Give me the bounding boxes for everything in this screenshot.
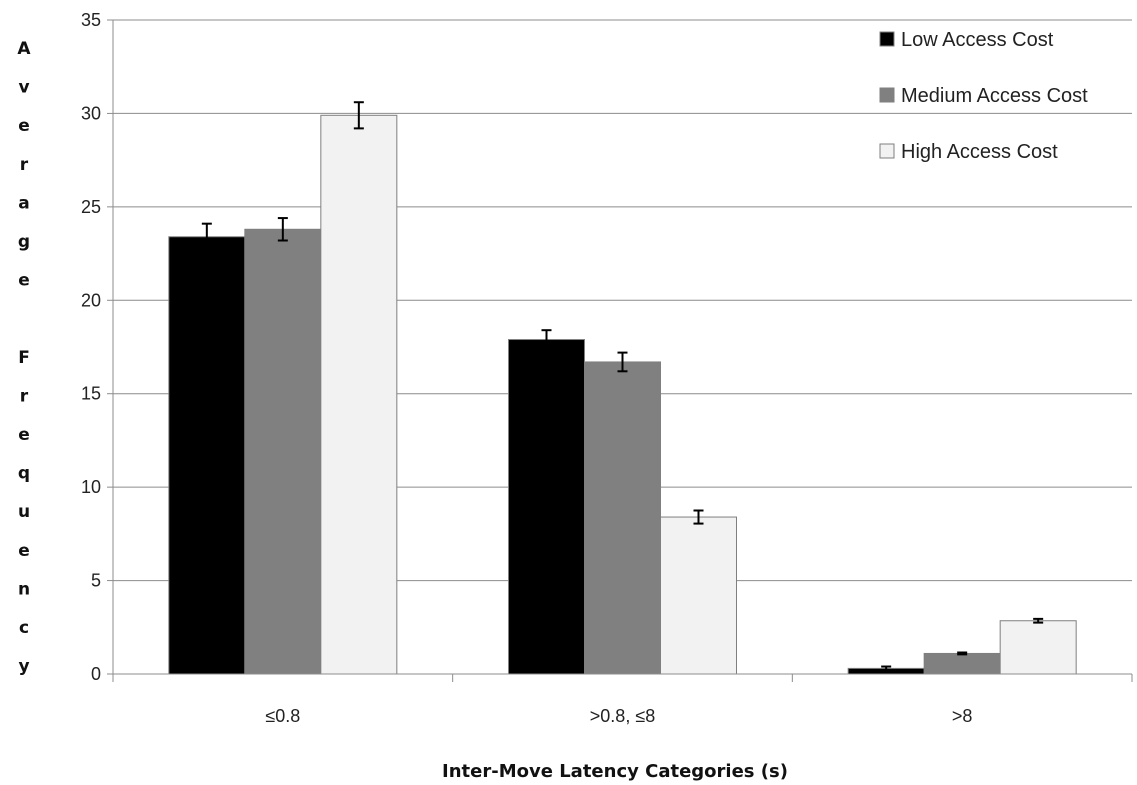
y-axis-title-letter: q [18, 464, 30, 484]
x-tick-label: >0.8, ≤8 [590, 706, 655, 726]
legend-item: Medium Access Cost [879, 85, 1088, 107]
legend-item: Low Access Cost [879, 29, 1054, 51]
y-axis-title-letter: u [18, 502, 30, 522]
y-axis-title-letter: a [18, 193, 29, 213]
error-bar [617, 351, 628, 373]
bars [168, 114, 1077, 675]
error-bar [693, 509, 704, 525]
y-axis-title-letter: e [18, 271, 30, 291]
y-tick-label: 5 [91, 571, 101, 591]
bar [584, 361, 661, 675]
y-axis-title-letter: r [20, 155, 29, 175]
bar [244, 228, 322, 675]
y-tick-label: 30 [81, 103, 101, 123]
y-tick-label: 10 [81, 477, 101, 497]
legend-swatch [879, 87, 895, 103]
y-axis-title-letter: y [18, 657, 29, 677]
error-bar [277, 217, 288, 242]
error-bar [957, 651, 968, 656]
legend-item: High Access Cost [879, 141, 1058, 163]
y-axis-title-letter: g [18, 232, 30, 252]
legend-swatch [879, 143, 895, 159]
y-axis-title-letter: c [19, 618, 29, 638]
y-axis-title-letter: r [20, 386, 29, 406]
y-axis-title-letter: e [18, 425, 30, 445]
axes [107, 19, 1133, 682]
x-tick-label: >8 [952, 706, 973, 726]
legend-label: High Access Cost [901, 141, 1058, 163]
y-tick-label: 35 [81, 10, 101, 30]
error-bar [1033, 617, 1044, 624]
y-tick-label: 15 [81, 384, 101, 404]
y-tick-label: 0 [91, 664, 101, 684]
y-tick-label: 25 [81, 197, 101, 217]
legend-swatch [879, 31, 895, 47]
y-tick-label: 20 [81, 290, 101, 310]
bar [168, 236, 246, 675]
tick-labels: 0 5 10 15 20 25 30 35 ≤0.8 >0.8, ≤8 >8 [81, 10, 972, 726]
y-axis-title-letter: e [18, 116, 30, 136]
legend: Low Access Cost Medium Access Cost High Ac… [879, 29, 1088, 163]
bar [923, 652, 1001, 675]
error-bars [201, 101, 1044, 672]
x-tick-label: ≤0.8 [265, 706, 300, 726]
legend-label: Medium Access Cost [901, 85, 1088, 107]
error-bar [881, 665, 892, 672]
bar [508, 339, 585, 675]
y-axis-title-letter: F [18, 348, 30, 368]
bar [660, 516, 737, 675]
legend-label: Low Access Cost [901, 29, 1054, 51]
bar [999, 620, 1077, 675]
y-axis-title-letter: n [18, 579, 30, 599]
x-axis-title: Inter-Move Latency Categories (s) [442, 761, 788, 782]
y-axis-title-letter: A [17, 39, 31, 59]
bar [320, 114, 398, 675]
error-bar [201, 222, 212, 251]
error-bar [353, 101, 364, 130]
y-axis-title-letter: e [18, 541, 30, 561]
error-bar [541, 329, 552, 350]
y-axis-title-letter: v [18, 78, 29, 98]
